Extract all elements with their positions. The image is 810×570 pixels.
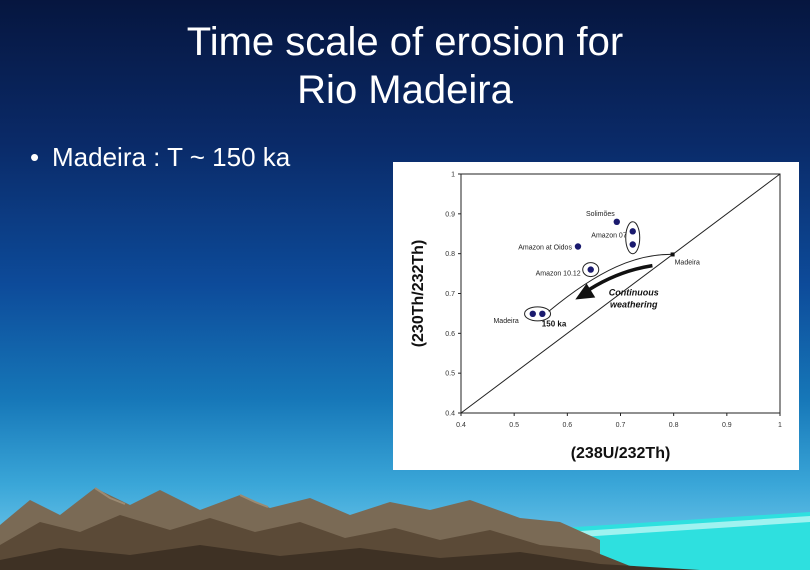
data-point: [629, 228, 636, 235]
lake-water: [560, 512, 810, 570]
mountain-landscape: [0, 487, 810, 570]
x-tick-label: 0.4: [456, 422, 466, 429]
point-label: Amazon at Oidos: [518, 244, 572, 251]
equiline: [460, 173, 781, 414]
x-axis-label: (238U/232Th): [571, 445, 671, 462]
annotation-continuous: Continuous: [609, 287, 659, 297]
x-tick-label: 0.7: [616, 422, 626, 429]
bullet-marker: •: [30, 142, 40, 172]
y-tick-label: 1: [451, 172, 455, 179]
annotation-weathering: weathering: [610, 299, 658, 309]
x-tick-label: 0.5: [509, 422, 519, 429]
ridge-highlight-2: [239, 494, 269, 508]
point-label: Madeira: [493, 318, 518, 325]
point-label: Solimões: [586, 211, 615, 218]
bullet-text: Madeira : T ~ 150 ka: [52, 142, 291, 172]
thorium-isotope-chart: 0.4 0.5 0.6 0.7 0.8 0.9 1 0.4 0.5 0.6 0.7 0.8 0.9 1 (2…: [410, 172, 782, 463]
x-tick-label: 1: [778, 422, 782, 429]
chart-panel: 0.4 0.5 0.6 0.7 0.8 0.9 1 0.4 0.5 0.6 0.7 0.8 0.9 1 (2…: [393, 162, 799, 470]
slide-title-line1: Time scale of erosion for: [186, 20, 624, 64]
data-point: [613, 218, 620, 225]
data-point: [587, 266, 594, 273]
lake-shore: [565, 516, 810, 538]
foreground-ridge: [0, 545, 700, 570]
slide-title: Time scale of erosion for Rio Madeira: [0, 18, 810, 114]
ridge-highlight: [94, 487, 126, 505]
x-tick-label: 0.6: [562, 422, 572, 429]
slide-title-line2: Rio Madeira: [297, 68, 513, 112]
data-point: [529, 310, 536, 318]
ellipse-amazon07: [625, 221, 641, 255]
ellipse-madeira: [524, 306, 552, 322]
y-tick-label: 0.7: [445, 291, 455, 298]
y-axis-label: (230Th/232Th): [410, 240, 427, 348]
data-point: [539, 310, 546, 318]
y-tick-label: 0.5: [445, 371, 455, 378]
y-tick-label: 0.8: [445, 251, 455, 258]
weathering-arrow-head: [575, 283, 596, 300]
annotation-150ka: 150 ka: [542, 320, 567, 329]
point-label: Amazon 07: [591, 232, 627, 239]
ellipse-amazon1012: [582, 262, 600, 278]
point-label: Amazon 10.12: [536, 271, 581, 278]
weathering-curve: [548, 253, 673, 312]
y-tick-label: 0.4: [445, 411, 455, 418]
point-square: [670, 252, 675, 257]
x-tick-label: 0.8: [669, 422, 679, 429]
data-point: [629, 241, 636, 248]
bullet-item: • Madeira : T ~ 150 ka: [30, 142, 290, 173]
x-tick-label: 0.9: [722, 422, 732, 429]
y-tick-label: 0.9: [445, 211, 455, 218]
y-tick-label: 0.6: [445, 331, 455, 338]
data-point: [574, 243, 582, 250]
point-label: Madeira: [675, 259, 700, 266]
